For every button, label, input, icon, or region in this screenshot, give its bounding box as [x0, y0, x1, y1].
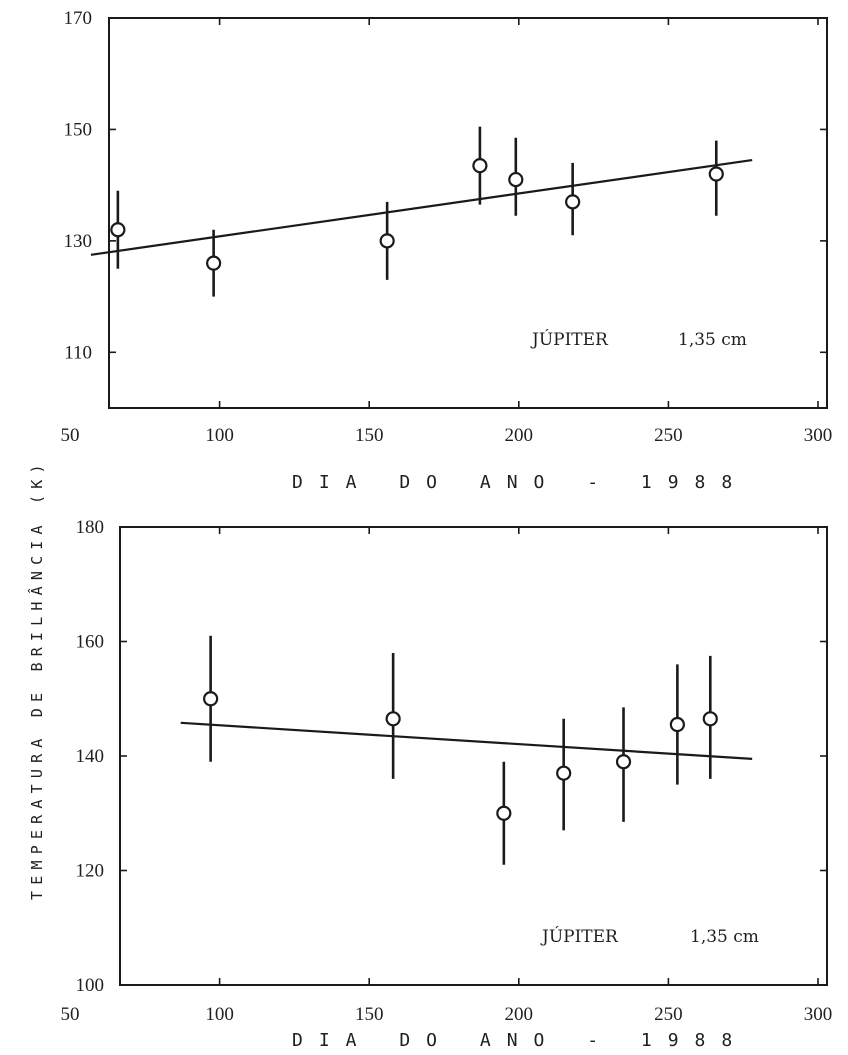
y-tick-label: 180 — [76, 517, 105, 538]
y-axis-label: TEMPERATURA DE BRILHÂNCIA (K) — [27, 458, 46, 900]
annotation-object-bottom: JÚPITER — [540, 926, 619, 947]
y-ticks-top: 110 130 150 170 — [64, 8, 827, 363]
chart-bottom: 100 120 140 160 180 50 100 150 200 250 300 JÚPITE… — [61, 517, 833, 1051]
y-tick-label: 170 — [64, 8, 93, 29]
x-tick-label: 300 — [804, 1004, 833, 1025]
y-tick-label: 120 — [76, 861, 105, 882]
x-tick-label: 50 — [61, 1004, 80, 1025]
y-tick-label: 130 — [64, 231, 93, 252]
x-tick-label: 100 — [205, 1004, 234, 1025]
data-point — [472, 158, 488, 174]
x-tick-label: 200 — [505, 425, 534, 446]
x-axis-label-top: DIA DO ANO - 1988 — [292, 472, 748, 493]
x-ticks-bottom: 50 100 150 200 250 300 — [61, 527, 833, 1025]
data-point — [206, 255, 222, 271]
x-tick-label: 50 — [61, 425, 80, 446]
annotation-wavelength-bottom: 1,35 cm — [690, 927, 759, 947]
chart-top: 110 130 150 170 50 100 150 200 250 300 JÚPITER 1… — [61, 8, 833, 493]
data-point — [508, 171, 524, 188]
fit-line — [180, 721, 753, 760]
fit-line — [90, 158, 753, 256]
data-point — [556, 765, 572, 781]
data-point — [702, 711, 718, 727]
x-tick-label: 150 — [355, 1004, 384, 1025]
annotation-wavelength-top: 1,35 cm — [678, 330, 747, 350]
x-tick-label: 200 — [505, 1004, 534, 1025]
data-point — [669, 716, 685, 733]
plot-frame-top — [108, 17, 828, 409]
data-point — [110, 222, 126, 238]
x-tick-label: 250 — [654, 425, 683, 446]
x-axis-label-bottom: DIA DO ANO - 1988 — [292, 1030, 748, 1051]
data-point — [379, 233, 395, 249]
y-tick-label: 100 — [76, 975, 105, 996]
annotation-object-top: JÚPITER — [530, 329, 609, 350]
data-marks-top — [90, 126, 753, 297]
y-tick-label: 140 — [76, 746, 105, 767]
x-tick-label: 100 — [205, 425, 234, 446]
y-tick-label: 160 — [76, 632, 105, 653]
x-tick-label: 150 — [355, 425, 384, 446]
data-point — [496, 805, 512, 821]
x-ticks-top: 50 100 150 200 250 300 — [61, 18, 833, 446]
y-tick-label: 150 — [64, 119, 93, 140]
x-tick-label: 250 — [654, 1004, 683, 1025]
data-point — [615, 754, 632, 770]
y-tick-label: 110 — [64, 342, 92, 363]
x-tick-label: 300 — [804, 425, 833, 446]
data-marks-bottom — [180, 635, 753, 865]
data-point — [565, 194, 581, 210]
data-point — [708, 166, 724, 182]
y-ticks-bottom: 100 120 140 160 180 — [76, 517, 827, 996]
data-point — [385, 711, 401, 727]
data-point — [203, 691, 219, 707]
